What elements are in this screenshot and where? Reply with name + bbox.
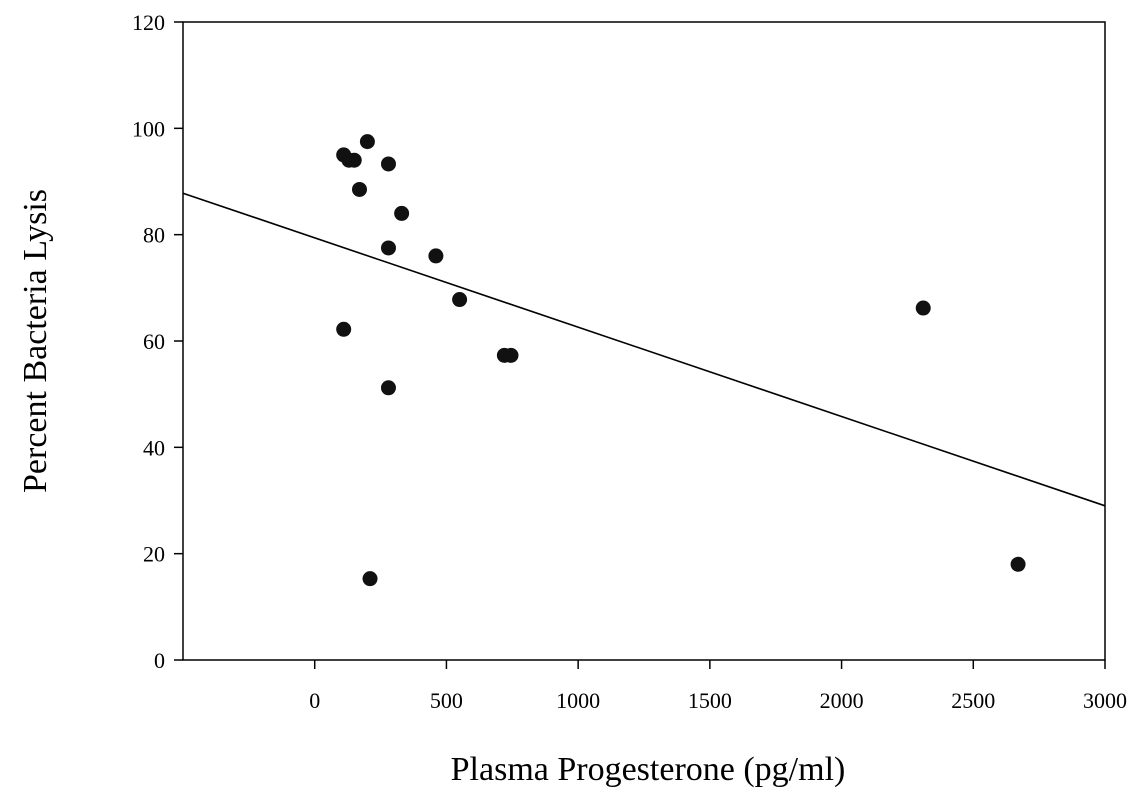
- data-point: [336, 321, 352, 337]
- data-point: [351, 181, 367, 197]
- y-tick-label: 60: [143, 329, 165, 354]
- data-point: [503, 347, 519, 363]
- x-axis-ticks: 0 500 1000 1500 2000 2500 3000: [309, 660, 1127, 713]
- data-point: [380, 380, 396, 396]
- y-tick-label: 120: [132, 10, 165, 35]
- x-tick-label: 500: [430, 688, 463, 713]
- y-tick-label: 100: [132, 116, 165, 141]
- data-point: [452, 292, 468, 308]
- y-tick-label: 40: [143, 435, 165, 460]
- data-point: [915, 300, 931, 316]
- y-tick-label: 80: [143, 223, 165, 248]
- data-point: [394, 205, 410, 221]
- regression-line: [182, 192, 1106, 507]
- x-tick-label: 1500: [688, 688, 732, 713]
- y-axis-ticks: 0 20 40 60 80 100 120: [132, 10, 183, 673]
- data-points: [336, 134, 1026, 587]
- x-tick-label: 2500: [951, 688, 995, 713]
- x-tick-label: 1000: [556, 688, 600, 713]
- x-tick-label: 0: [309, 688, 320, 713]
- plot-frame: [182, 21, 1106, 661]
- y-axis-title: Percent Bacteria Lysis: [17, 189, 54, 493]
- y-tick-label: 20: [143, 542, 165, 567]
- data-point: [346, 152, 362, 168]
- x-tick-label: 2000: [820, 688, 864, 713]
- data-point: [380, 156, 396, 172]
- data-point: [1010, 556, 1026, 572]
- x-axis-title: Plasma Progesterone (pg/ml): [451, 751, 846, 788]
- x-tick-label: 3000: [1083, 688, 1127, 713]
- data-point: [380, 240, 396, 256]
- data-point: [362, 571, 378, 587]
- regression-layer: [182, 192, 1106, 507]
- data-point: [359, 134, 375, 150]
- data-point: [428, 248, 444, 264]
- y-tick-label: 0: [154, 648, 165, 673]
